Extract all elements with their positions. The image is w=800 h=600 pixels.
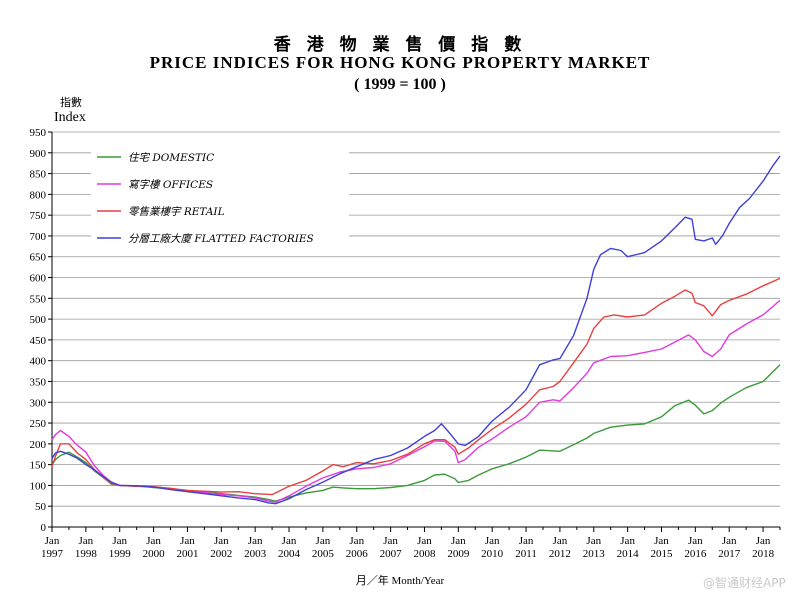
y-axis-label: Index	[54, 110, 86, 125]
x-tick-label-year: 2001	[176, 548, 198, 560]
x-tick-label-month: Jan	[112, 535, 127, 547]
y-tick-label: 700	[30, 231, 47, 243]
x-tick-label-month: Jan	[248, 535, 263, 547]
y-tick-label: 500	[30, 314, 47, 326]
x-tick-label-month: Jan	[214, 535, 229, 547]
y-tick-label: 800	[30, 189, 47, 201]
x-tick-label-year: 2000	[143, 548, 166, 560]
x-tick-label-year: 2016	[684, 548, 707, 560]
watermark: @智通财经APP	[703, 576, 786, 590]
x-tick-label-year: 2018	[752, 548, 775, 560]
x-tick-label-year: 2017	[718, 548, 741, 560]
y-tick-label: 150	[30, 460, 47, 472]
chart-title-chinese: 香 港 物 業 售 價 指 數	[273, 35, 527, 55]
legend-entry: 分層工廠大廈 FLATTED FACTORIES	[128, 232, 314, 245]
y-tick-label: 850	[30, 169, 47, 181]
x-tick-label-year: 2013	[583, 548, 606, 560]
y-tick-label: 950	[30, 127, 47, 139]
x-tick-label-month: Jan	[722, 535, 737, 547]
x-tick-label-year: 2006	[346, 548, 369, 560]
chart-subtitle: ( 1999 = 100 )	[354, 76, 446, 93]
y-tick-label: 550	[30, 293, 47, 305]
y-tick-label: 350	[30, 376, 47, 388]
x-tick-label-month: Jan	[180, 535, 195, 547]
series-line	[51, 299, 781, 503]
x-tick-label-month: Jan	[451, 535, 466, 547]
x-tick-label-year: 2004	[278, 548, 301, 560]
series-line	[51, 277, 781, 496]
x-tick-label-month: Jan	[417, 535, 432, 547]
x-tick-label-month: Jan	[654, 535, 669, 547]
y-tick-label: 250	[30, 418, 47, 430]
x-tick-label-year: 2003	[244, 548, 267, 560]
x-tick-label-year: 2010	[481, 548, 504, 560]
x-tick-label-year: 2014	[617, 548, 640, 560]
x-tick-label-month: Jan	[688, 535, 703, 547]
x-tick-label-year: 1999	[109, 548, 132, 560]
x-tick-label-year: 2007	[380, 548, 403, 560]
y-tick-label: 100	[30, 480, 47, 492]
x-tick-label-year: 2002	[210, 548, 232, 560]
y-tick-label: 750	[30, 210, 47, 222]
x-axis-label: 月／年 Month/Year	[355, 575, 445, 587]
legend-entry: 零售業樓宇 RETAIL	[128, 206, 225, 218]
y-tick-label: 300	[30, 397, 47, 409]
x-tick-label-year: 2015	[650, 548, 673, 560]
series-line	[51, 364, 781, 502]
y-tick-label: 400	[30, 356, 47, 368]
x-tick-label-month: Jan	[756, 535, 771, 547]
chart-title: PRICE INDICES FOR HONG KONG PROPERTY MAR…	[149, 53, 651, 72]
x-tick-label-year: 2008	[413, 548, 436, 560]
legend-background	[91, 143, 349, 253]
x-tick-label-year: 1997	[41, 548, 64, 560]
x-tick-label-month: Jan	[620, 535, 635, 547]
y-tick-label: 900	[30, 148, 47, 160]
x-tick-label-year: 2011	[515, 548, 537, 560]
x-tick-label-year: 2012	[549, 548, 571, 560]
x-tick-label-month: Jan	[282, 535, 297, 547]
y-tick-label: 200	[30, 439, 47, 451]
x-tick-label-month: Jan	[45, 535, 60, 547]
y-tick-label: 650	[30, 252, 47, 264]
y-tick-label: 50	[35, 501, 47, 513]
x-tick-label-month: Jan	[79, 535, 94, 547]
y-tick-label: 600	[30, 273, 47, 285]
x-tick-label-month: Jan	[553, 535, 568, 547]
x-tick-label-year: 1998	[75, 548, 98, 560]
x-tick-label-month: Jan	[586, 535, 601, 547]
y-axis-label-chinese: 指數	[60, 96, 82, 109]
x-tick-label-month: Jan	[349, 535, 364, 547]
x-tick-label-year: 2005	[312, 548, 335, 560]
x-tick-label-month: Jan	[146, 535, 161, 547]
legend-entry: 住宅 DOMESTIC	[128, 152, 214, 164]
y-tick-label: 450	[30, 335, 47, 347]
x-tick-label-month: Jan	[383, 535, 398, 547]
x-tick-label-month: Jan	[316, 535, 331, 547]
y-tick-label: 0	[41, 522, 47, 534]
series-line	[51, 155, 781, 505]
x-tick-label-year: 2009	[447, 548, 470, 560]
legend-entry: 寫字樓 OFFICES	[128, 179, 213, 191]
x-tick-label-month: Jan	[485, 535, 500, 547]
x-tick-label-month: Jan	[519, 535, 534, 547]
